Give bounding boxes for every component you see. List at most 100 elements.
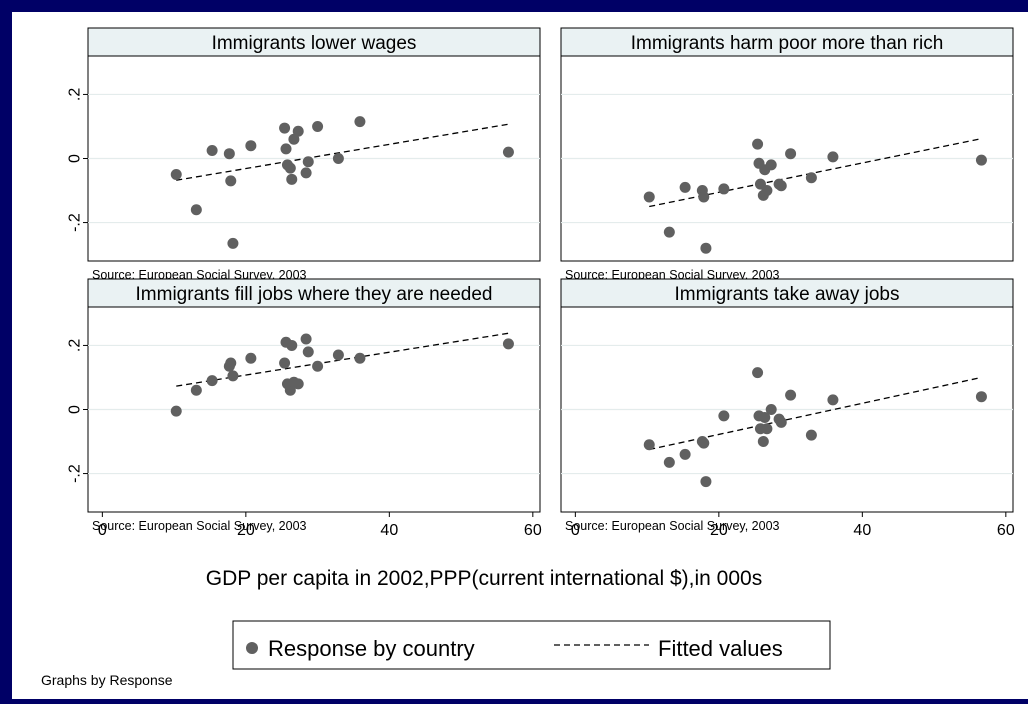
data-point [761, 423, 773, 435]
data-point [245, 352, 257, 364]
panel-title-box [560, 278, 1014, 308]
x-tick-label: 60 [524, 522, 542, 539]
data-point [679, 448, 691, 460]
y-tick-label: -.2 [67, 213, 84, 232]
data-point [827, 394, 839, 406]
data-point [332, 153, 344, 164]
data-point [354, 116, 366, 128]
y-tick-label: 0 [67, 405, 84, 414]
data-point [718, 183, 730, 195]
data-point [225, 175, 237, 187]
data-point [827, 151, 839, 163]
panel-title-box [87, 278, 541, 308]
panel-title: Immigrants harm poor more than rich [631, 33, 944, 54]
data-point [761, 185, 773, 197]
data-point [227, 237, 239, 249]
data-point [643, 191, 655, 203]
source-note: Source: European Social Survey, 2003 [92, 519, 307, 533]
data-point [805, 172, 817, 184]
data-point [225, 357, 237, 369]
data-point [332, 349, 344, 361]
data-point [190, 204, 202, 216]
x-axis-label: GDP per capita in 2002,PPP(current inter… [206, 567, 762, 590]
data-point [354, 352, 366, 364]
scatter-chart: Immigrants lower wages Source: European S… [41, 27, 1015, 688]
data-point [698, 437, 710, 449]
data-point [312, 120, 324, 132]
data-point [700, 476, 712, 488]
panel-title-box [87, 27, 541, 57]
legend: Response by country Fitted values [232, 620, 831, 670]
fitted-line [649, 138, 982, 208]
data-point [206, 375, 218, 387]
data-point [765, 159, 777, 171]
data-point [698, 191, 710, 203]
panel-title: Immigrants take away jobs [675, 284, 900, 305]
data-point [227, 370, 239, 382]
data-point [279, 357, 291, 369]
data-point [206, 144, 218, 156]
data-point [785, 389, 797, 401]
data-point [190, 384, 202, 396]
x-tick-label: 0 [571, 522, 580, 539]
legend-points-label: Response by country [268, 636, 475, 661]
data-point [170, 169, 182, 181]
panel-3: Immigrants fill jobs where they are need… [67, 278, 542, 539]
source-note: Source: European Social Survey, 2003 [565, 519, 780, 533]
panel-2: Immigrants harm poor more than richSourc… [560, 27, 1014, 282]
y-tick-label: -.2 [67, 464, 84, 483]
panels-group: Immigrants lower wages Source: European S… [67, 27, 1015, 539]
data-point [284, 162, 296, 174]
data-point [663, 226, 675, 238]
data-point [245, 140, 257, 152]
panel-title: Immigrants lower wages [212, 33, 417, 54]
data-point [775, 180, 787, 192]
y-tick-label: .2 [67, 88, 84, 101]
data-point [759, 412, 771, 424]
data-point [312, 360, 324, 372]
legend-point-marker [246, 642, 258, 654]
data-point [679, 181, 691, 193]
data-point [300, 333, 312, 345]
data-point [502, 338, 514, 350]
data-point [752, 367, 764, 379]
panel-title: Immigrants fill jobs where they are need… [136, 284, 493, 305]
y-tick-label: .2 [67, 339, 84, 352]
x-tick-label: 0 [98, 522, 107, 539]
y-tick-label: 0 [67, 154, 84, 163]
panel-title-box [560, 27, 1014, 57]
x-tick-label: 20 [237, 522, 255, 539]
data-point [292, 378, 304, 390]
data-point [302, 346, 314, 358]
data-point [718, 410, 730, 422]
data-point [785, 148, 797, 160]
data-point [975, 154, 987, 166]
data-point [292, 125, 304, 137]
data-point [502, 146, 514, 158]
x-tick-label: 40 [853, 522, 871, 539]
data-point [279, 122, 291, 134]
legend-box [232, 620, 831, 670]
data-point [286, 173, 298, 185]
data-point [302, 156, 314, 168]
graphs-by-note: Graphs by Response [41, 672, 173, 688]
data-point [975, 391, 987, 403]
data-point [223, 148, 235, 160]
x-tick-label: 60 [997, 522, 1015, 539]
data-point [700, 242, 712, 254]
x-tick-label: 20 [710, 522, 728, 539]
data-point [643, 439, 655, 451]
data-point [757, 436, 769, 448]
data-point [170, 405, 182, 417]
panel-4: Immigrants take away jobs Source: Europea… [560, 278, 1015, 539]
data-point [286, 339, 298, 351]
data-point [300, 167, 312, 179]
x-tick-label: 40 [380, 522, 398, 539]
data-point [663, 456, 675, 468]
data-point [775, 416, 787, 428]
data-point [765, 404, 777, 415]
legend-fit-label: Fitted values [658, 636, 783, 661]
data-point [280, 143, 292, 155]
data-point [752, 138, 764, 150]
